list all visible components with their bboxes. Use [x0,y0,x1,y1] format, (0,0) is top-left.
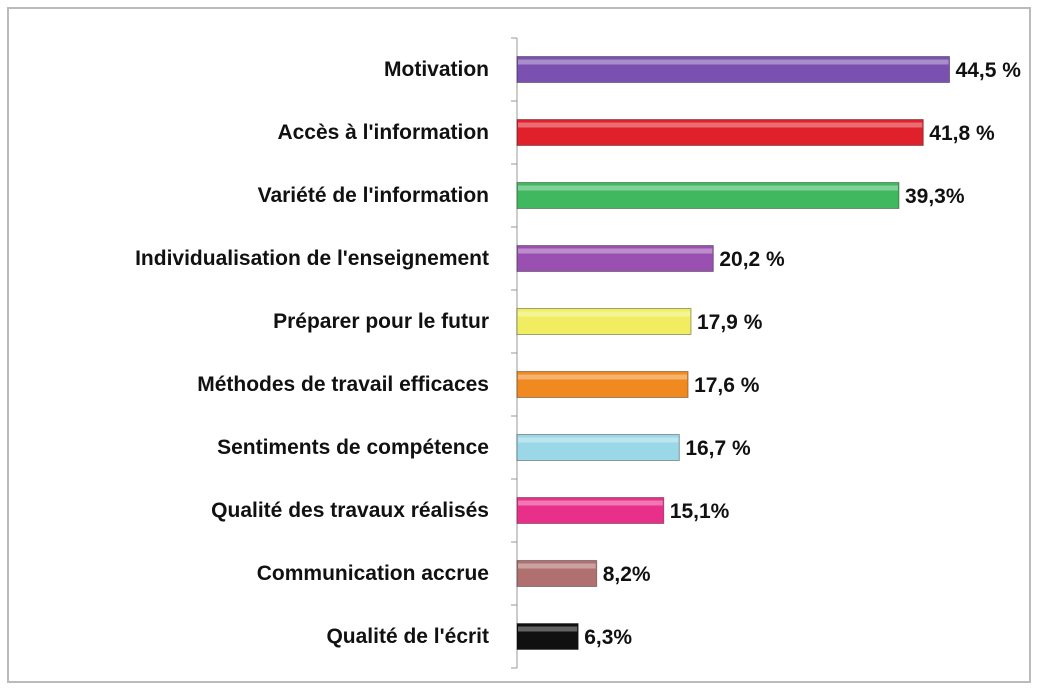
bar-highlight [518,122,923,128]
y-tick-label: Variété de l'information [258,184,489,207]
value-label: 44,5 % [956,59,1022,82]
bar-highlight [518,374,688,380]
y-tick-label: Qualité des travaux réalisés [211,499,489,522]
y-tick-label: Communication accrue [257,562,489,585]
value-label: 16,7 % [685,437,751,460]
bar [516,182,900,209]
value-label: 17,6 % [694,374,760,397]
y-tick-label: Individualisation de l'enseignement [135,247,489,270]
bar-highlight [518,185,898,191]
bar [516,434,680,461]
bar-highlight [518,248,713,254]
y-tick-label: Qualité de l'écrit [326,625,489,648]
value-label: 15,1% [670,500,730,523]
bar [516,119,924,146]
y-tick-label: Préparer pour le futur [273,310,489,333]
bar-highlight [518,626,578,632]
bar [516,371,689,398]
y-tick-label: Accès à l'information [277,121,489,144]
bar [516,560,598,587]
value-label: 39,3% [905,185,965,208]
y-tick-label: Sentiments de compétence [217,436,489,459]
bar [516,623,579,650]
bar-highlight [518,437,679,443]
bar-highlight [518,59,949,65]
bar [516,497,665,524]
value-label: 17,9 % [697,311,763,334]
value-label: 6,3% [584,626,632,649]
bar-highlight [518,563,596,569]
y-tick-label: Méthodes de travail efficaces [197,373,489,396]
bar-highlight [518,500,663,506]
bar-highlight [518,311,690,317]
value-label: 8,2% [603,563,651,586]
value-label: 41,8 % [929,122,995,145]
value-label: 20,2 % [719,248,785,271]
y-tick-label: Motivation [384,58,489,81]
bar [516,245,714,272]
bar [516,308,692,335]
bar [516,56,951,83]
